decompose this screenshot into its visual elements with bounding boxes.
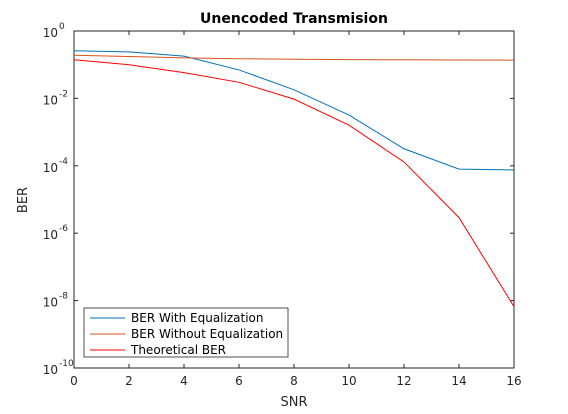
x-tick-label: 2 [125,374,133,388]
y-tick-label: 10 [43,93,58,107]
x-tick-label: 12 [396,374,411,388]
y-tick-label: 10 [43,161,58,175]
series-line-1 [73,50,515,171]
y-tick-label: 10 [43,363,58,377]
legend-label-2: BER Without Equalization [131,327,283,341]
y-tick-exponent: -10 [59,359,74,369]
x-tick-label: 0 [70,374,78,388]
x-tick-label: 6 [235,374,243,388]
series-lines [73,50,515,307]
y-tick-base: 10 [43,26,58,40]
legend-label-1: BER With Equalization [131,311,264,325]
x-tick-label: 4 [180,374,188,388]
y-axis-label: BER [16,187,31,213]
y-tick-exponent: -6 [59,224,68,234]
y-tick-base: 10 [43,93,58,107]
y-tick-exponent: -2 [59,89,68,99]
x-axis-ticks: 0 2 4 6 8 10 12 14 16 [70,31,522,388]
y-tick-exponent: -8 [59,292,68,302]
y-tick-base: 10 [43,363,58,377]
x-tick-label: 10 [341,374,356,388]
chart-title: Unencoded Transmision [200,11,388,27]
x-tick-label: 8 [290,374,298,388]
y-tick-exponent: -4 [59,157,68,167]
legend: BER With Equalization BER Without Equaliz… [83,307,289,358]
x-tick-label: 16 [506,374,521,388]
legend-label-3: Theoretical BER [130,343,226,357]
legend-box [83,307,289,358]
y-tick-label: 10 [43,26,58,40]
y-tick-exponent: 0 [59,22,65,32]
y-tick-label: 10 [43,296,58,310]
y-tick-base: 10 [43,228,58,242]
y-tick-label: 10 [43,228,58,242]
series-line-3 [73,59,515,307]
x-tick-label: 14 [451,374,466,388]
y-tick-base: 10 [43,161,58,175]
x-axis-label: SNR [280,395,307,410]
series-line-2 [73,54,515,61]
y-tick-base: 10 [43,296,58,310]
